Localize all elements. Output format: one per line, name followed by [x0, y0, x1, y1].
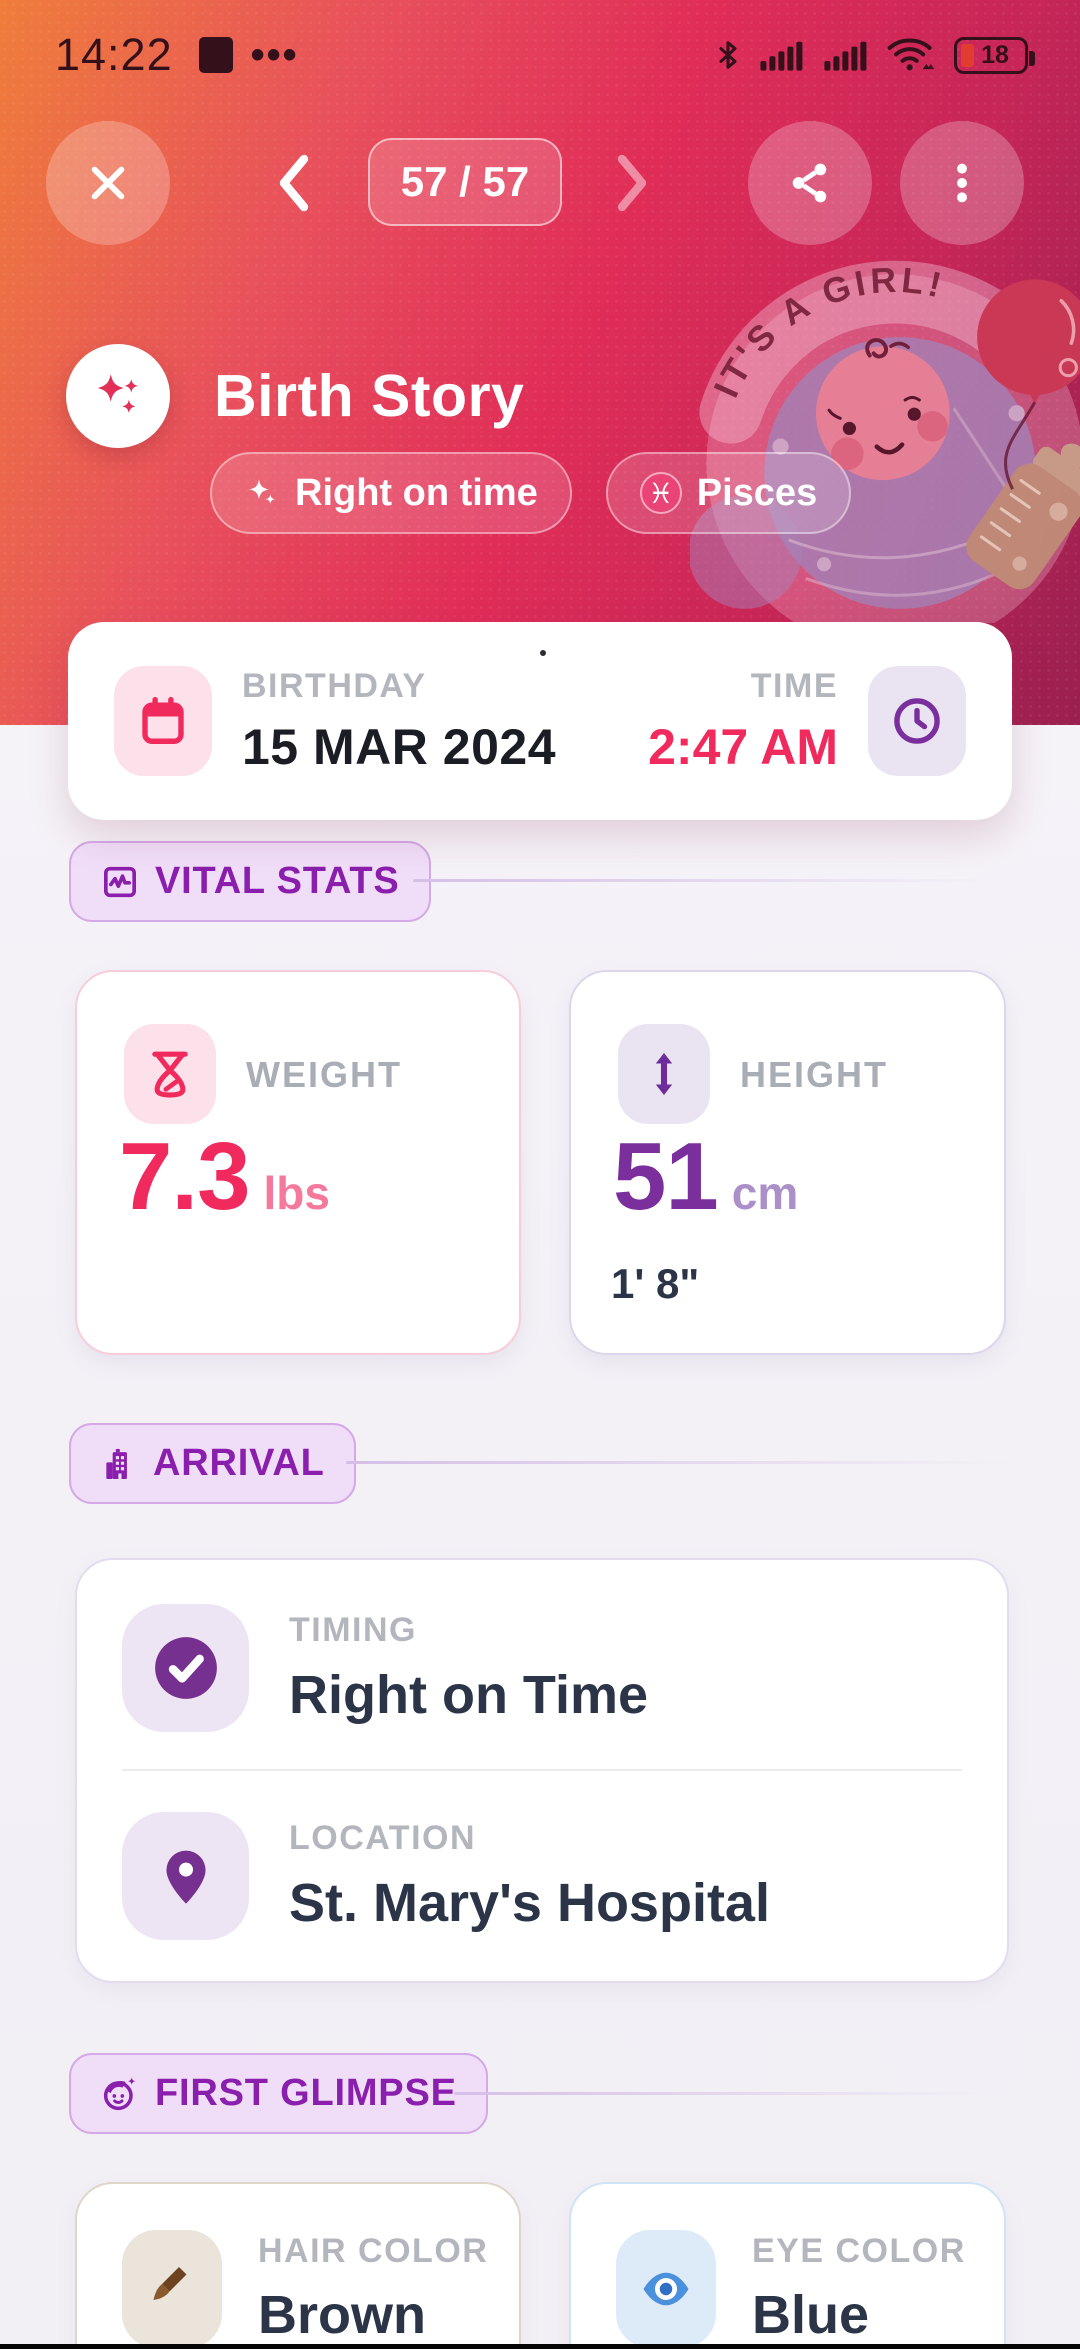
more-options-button[interactable] [900, 121, 1024, 245]
weight-card: WEIGHT 7.3 lbs [75, 970, 521, 1355]
timing-label: TIMING [289, 1610, 417, 1649]
height-tile [618, 1024, 710, 1124]
scale-tile [124, 1024, 216, 1124]
section-badge-vital-stats: VITAL STATS [69, 841, 431, 922]
its-a-girl-baby-sticker: IT'S A GIRL! [690, 260, 1080, 623]
page-counter[interactable]: 57 / 57 [368, 138, 562, 226]
map-pin-icon [165, 1850, 206, 1904]
battery-percent: 18 [981, 40, 1009, 69]
section-title: VITAL STATS [155, 860, 400, 902]
time-label: TIME [750, 666, 838, 705]
kebab-menu-icon [957, 163, 967, 203]
screen-bottom-edge [0, 2344, 1080, 2349]
section-divider [454, 2092, 996, 2095]
baby-bottle [966, 443, 1080, 590]
check-tile [122, 1604, 249, 1732]
chip-pisces: ♓ Pisces [605, 452, 852, 534]
cellular-signal-icon-sim2 [824, 41, 867, 71]
hair-color-value: Brown [258, 2285, 426, 2345]
timing-value: Right on Time [289, 1664, 648, 1725]
location-row: LOCATION St. Mary's Hospital [122, 1812, 962, 1940]
calendar-tile [114, 666, 212, 776]
height-label: HEIGHT [740, 1054, 889, 1095]
clock-icon [894, 698, 940, 744]
eye-color-label: EYE COLOR [752, 2232, 966, 2270]
close-icon [91, 166, 125, 200]
eye-color-value: Blue [752, 2285, 870, 2345]
pisces-icon: ♓ [639, 472, 682, 514]
height-unit: cm [731, 1167, 799, 1219]
share-icon [792, 163, 827, 203]
height-imperial: 1' 8" [611, 1260, 700, 1307]
row-divider [122, 1769, 962, 1771]
section-divider [346, 1461, 1016, 1464]
location-value: St. Mary's Hospital [289, 1872, 770, 1933]
card-handle-dot [540, 650, 546, 656]
next-page-button[interactable] [602, 150, 662, 216]
page-header: Birth Story [66, 344, 524, 448]
chip-label: Pisces [696, 471, 818, 514]
status-bar: 14:22 ••• [0, 0, 1080, 100]
page-counter-label: 57 / 57 [400, 158, 530, 205]
sparkle-icon [249, 479, 275, 504]
balloon [977, 279, 1080, 395]
hospital-building-icon [106, 1448, 127, 1479]
weight-scale-icon [152, 1051, 188, 1098]
eye-icon [643, 2272, 689, 2306]
eye-tile [616, 2230, 716, 2348]
clock-time: 14:22 [55, 29, 173, 80]
baby-face-icon [103, 2076, 136, 2110]
calendar-icon [142, 696, 184, 744]
hair-color-label: HAIR COLOR [258, 2232, 489, 2270]
header-chips: Right on time ♓ Pisces [210, 452, 852, 534]
brush-tile [122, 2230, 222, 2348]
chip-label: Right on time [295, 471, 538, 514]
arrival-card: TIMING Right on Time LOCATION St. Mary's… [75, 1558, 1009, 1983]
section-badge-first-glimpse: FIRST GLIMPSE [69, 2053, 488, 2134]
weight-unit: lbs [263, 1167, 330, 1219]
bluetooth-icon [719, 41, 737, 69]
chip-right-on-time: Right on time [210, 452, 572, 534]
check-circle-icon [154, 1637, 217, 1699]
sparkles-badge [66, 344, 170, 448]
notification-app-icon [198, 37, 233, 73]
close-button[interactable] [46, 121, 170, 245]
eye-color-card: EYE COLOR Blue [569, 2182, 1006, 2349]
chevron-left-icon [279, 154, 309, 212]
paintbrush-icon [153, 2267, 187, 2300]
time-value: 2:47 AM [648, 718, 838, 775]
previous-page-button[interactable] [264, 150, 324, 216]
timing-row: TIMING Right on Time [122, 1604, 962, 1732]
cellular-signal-icon-sim1 [760, 41, 803, 71]
activity-chart-icon [104, 866, 136, 897]
vertical-arrows-icon [655, 1053, 673, 1095]
weight-value: 7.3 [119, 1123, 250, 1230]
pin-tile [122, 1812, 249, 1940]
height-value: 51 [613, 1123, 719, 1230]
location-label: LOCATION [289, 1818, 477, 1857]
birthday-card: BIRTHDAY 15 MAR 2024 TIME 2:47 AM [68, 622, 1012, 820]
birthday-value: 15 MAR 2024 [242, 718, 556, 775]
page-title: Birth Story [214, 363, 525, 429]
sparkles-icon [97, 374, 139, 414]
battery-icon: 18 [954, 36, 1035, 74]
section-title: ARRIVAL [153, 1442, 325, 1484]
battery-fill [961, 43, 974, 67]
share-button[interactable] [748, 121, 872, 245]
section-title: FIRST GLIMPSE [155, 2072, 457, 2114]
section-badge-arrival: ARRIVAL [69, 1423, 356, 1504]
wifi-icon [887, 38, 935, 71]
birthday-label: BIRTHDAY [242, 666, 427, 705]
weight-label: WEIGHT [246, 1054, 402, 1095]
clock-tile [868, 666, 966, 776]
hair-color-card: HAIR COLOR Brown [75, 2182, 521, 2349]
height-card: HEIGHT 51 cm 1' 8" [569, 970, 1006, 1355]
section-divider [413, 879, 1009, 882]
chevron-right-icon [617, 154, 647, 212]
